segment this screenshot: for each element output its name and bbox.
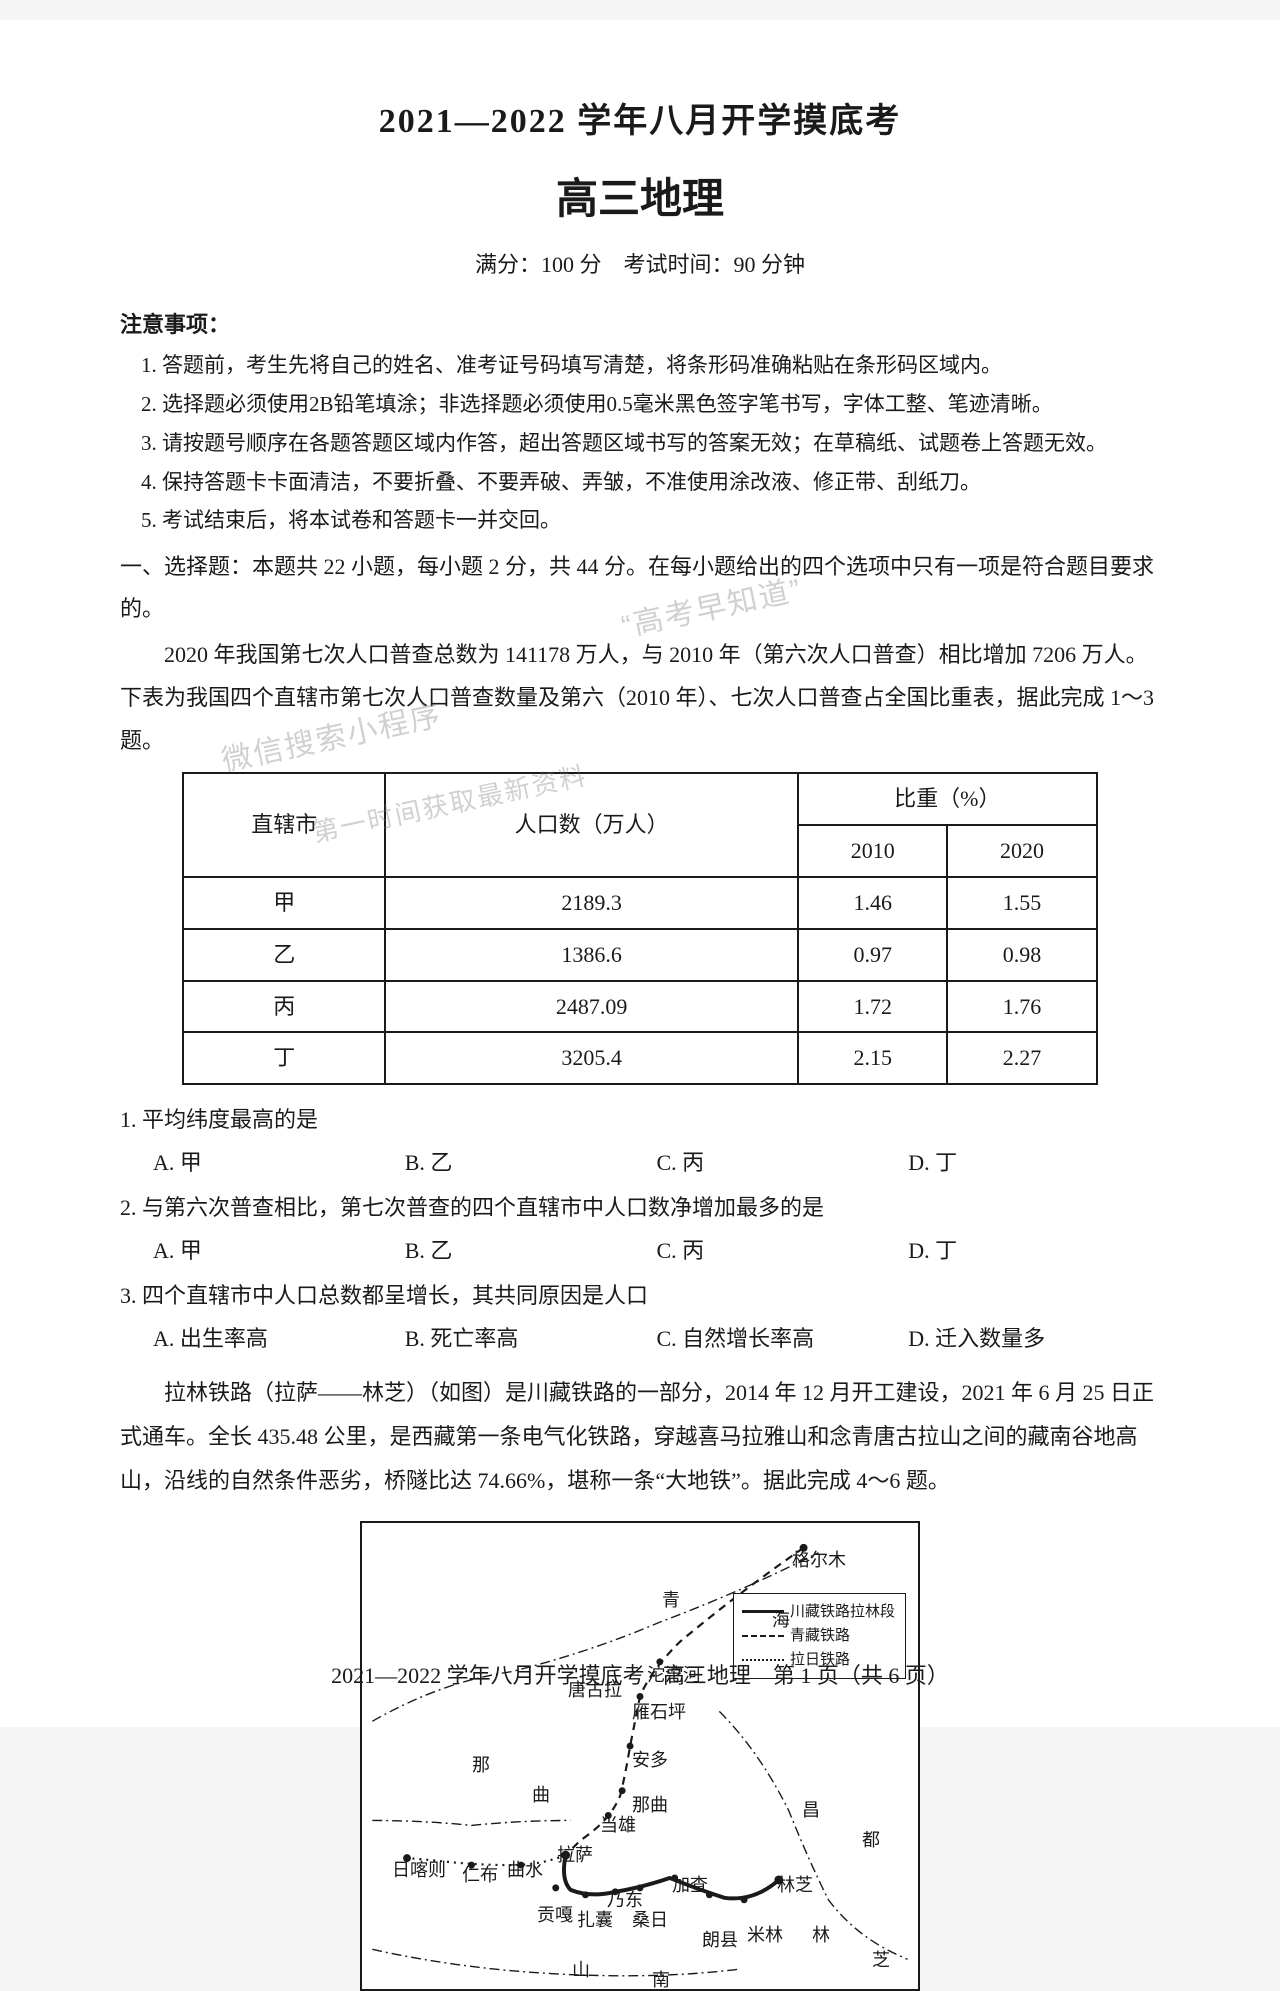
notice-list: 1. 答题前，考生先将自己的姓名、准考证号码填写清楚，将条形码准确粘贴在条形码区… [120, 346, 1160, 540]
q3-opt-d: D. 迁入数量多 [908, 1318, 1160, 1361]
q1-stem: 1. 平均纬度最高的是 [120, 1099, 1160, 1142]
cell-pop: 1386.6 [385, 929, 798, 981]
notice-item: 4. 保持答题卡卡面清洁，不要折叠、不要弄破、弄皱，不准使用涂改液、修正带、刮纸… [141, 463, 1160, 502]
map-place-label: 曲水 [507, 1853, 543, 1887]
cell-2010: 0.97 [798, 929, 947, 981]
legend-label: 青藏铁路 [790, 1624, 850, 1648]
map-place-label: 山 [572, 1953, 590, 1987]
legend-item: 川藏铁路拉林段 [742, 1600, 895, 1624]
q2-stem: 2. 与第六次普查相比，第七次普查的四个直辖市中人口数净增加最多的是 [120, 1187, 1160, 1230]
exam-page: 2021—2022 学年八月开学摸底考 高三地理 满分：100 分 考试时间：9… [0, 20, 1280, 1727]
map-place-label: 海 [772, 1603, 790, 1637]
cell-2010: 1.72 [798, 981, 947, 1033]
map-place-label: 贡嘎 [537, 1898, 573, 1932]
map-place-label: 雁石坪 [632, 1695, 686, 1729]
q2-opt-a: A. 甲 [153, 1230, 405, 1273]
cell-pop: 2189.3 [385, 877, 798, 929]
legend-label: 川藏铁路拉林段 [790, 1600, 895, 1624]
question-3: 3. 四个直辖市中人口总数都呈增长，其共同原因是人口 A. 出生率高 B. 死亡… [120, 1275, 1160, 1361]
notice-block: 注意事项： 1. 答题前，考生先将自己的姓名、准考证号码填写清楚，将条形码准确粘… [120, 304, 1160, 540]
passage-2: 拉林铁路（拉萨——林芝）（如图）是川藏铁路的一部分，2014 年 12 月开工建… [120, 1371, 1160, 1503]
cell-city: 丙 [183, 981, 385, 1033]
cell-pop: 2487.09 [385, 981, 798, 1033]
cell-pop: 3205.4 [385, 1032, 798, 1084]
map-place-label: 曲 [532, 1778, 550, 1812]
table-header-row: 直辖市 人口数（万人） 比重（%） [183, 773, 1096, 825]
q3-opt-a: A. 出生率高 [153, 1318, 405, 1361]
section-1-heading: 一、选择题：本题共 22 小题，每小题 2 分，共 44 分。在每小题给出的四个… [120, 546, 1160, 630]
table-row: 甲 2189.3 1.46 1.55 [183, 877, 1096, 929]
cell-2020: 1.76 [947, 981, 1096, 1033]
cell-2010: 2.15 [798, 1032, 947, 1084]
map-place-label: 昌 [802, 1793, 820, 1827]
q3-options: A. 出生率高 B. 死亡率高 C. 自然增长率高 D. 迁入数量多 [120, 1318, 1160, 1361]
col-2020: 2020 [947, 825, 1096, 877]
map-place-label: 林 [812, 1918, 830, 1952]
table-row: 乙 1386.6 0.97 0.98 [183, 929, 1096, 981]
map-place-label: 那曲 [632, 1788, 668, 1822]
page-footer: 2021—2022 学年八月开学摸底考 · 高三地理 第 1 页（共 6 页） [0, 1655, 1280, 1697]
cell-2010: 1.46 [798, 877, 947, 929]
subject-title: 高三地理 [120, 159, 1160, 239]
notice-item: 5. 考试结束后，将本试卷和答题卡一并交回。 [141, 501, 1160, 540]
map-place-label: 芝 [872, 1943, 890, 1977]
cell-2020: 0.98 [947, 929, 1096, 981]
cell-city: 甲 [183, 877, 385, 929]
exam-meta: 满分：100 分 考试时间：90 分钟 [120, 244, 1160, 286]
exam-title: 2021—2022 学年八月开学摸底考 [120, 90, 1160, 155]
notice-item: 3. 请按题号顺序在各题答题区域内作答，超出答题区域书写的答案无效；在草稿纸、试… [141, 424, 1160, 463]
data-table-wrap: 直辖市 人口数（万人） 比重（%） 2010 2020 甲 2189.3 1.4… [120, 772, 1160, 1085]
map-place-label: 青 [662, 1583, 680, 1617]
passage-1: 2020 年我国第七次人口普查总数为 141178 万人，与 2010 年（第六… [120, 634, 1160, 763]
col-2010: 2010 [798, 825, 947, 877]
cell-city: 乙 [183, 929, 385, 981]
q2-options: A. 甲 B. 乙 C. 丙 D. 丁 [120, 1230, 1160, 1273]
map-place-label: 米林 [747, 1918, 783, 1952]
col-city: 直辖市 [183, 773, 385, 877]
q1-opt-c: C. 丙 [657, 1142, 909, 1185]
cell-2020: 2.27 [947, 1032, 1096, 1084]
q1-opt-a: A. 甲 [153, 1142, 405, 1185]
table-row: 丙 2487.09 1.72 1.76 [183, 981, 1096, 1033]
map-place-label: 仁布 [462, 1858, 498, 1892]
map-place-label: 格尔木 [792, 1543, 846, 1577]
q1-opt-d: D. 丁 [908, 1142, 1160, 1185]
table-row: 丁 3205.4 2.15 2.27 [183, 1032, 1096, 1084]
map-place-label: 桑日 [632, 1903, 668, 1937]
railway-map: 川藏铁路拉林段 青藏铁路 拉日铁路 青海格尔木沱沱河唐古拉雁石坪安多那曲当雄那曲… [360, 1521, 920, 1991]
col-pop: 人口数（万人） [385, 773, 798, 877]
map-place-label: 那 [472, 1748, 490, 1782]
header-block: 2021—2022 学年八月开学摸底考 高三地理 满分：100 分 考试时间：9… [120, 90, 1160, 286]
q3-opt-c: C. 自然增长率高 [657, 1318, 909, 1361]
map-place-label: 加查 [672, 1868, 708, 1902]
cell-2020: 1.55 [947, 877, 1096, 929]
notice-heading: 注意事项： [120, 304, 1160, 346]
legend-item: 青藏铁路 [742, 1624, 895, 1648]
q1-options: A. 甲 B. 乙 C. 丙 D. 丁 [120, 1142, 1160, 1185]
population-table: 直辖市 人口数（万人） 比重（%） 2010 2020 甲 2189.3 1.4… [182, 772, 1097, 1085]
map-place-label: 安多 [632, 1743, 668, 1777]
map-place-label: 南 [652, 1963, 670, 1991]
map-place-label: 拉萨 [557, 1838, 593, 1872]
q2-opt-d: D. 丁 [908, 1230, 1160, 1273]
q2-opt-c: C. 丙 [657, 1230, 909, 1273]
cell-city: 丁 [183, 1032, 385, 1084]
map-place-label: 日喀则 [392, 1853, 446, 1887]
q3-stem: 3. 四个直辖市中人口总数都呈增长，其共同原因是人口 [120, 1275, 1160, 1318]
q3-opt-b: B. 死亡率高 [405, 1318, 657, 1361]
question-1: 1. 平均纬度最高的是 A. 甲 B. 乙 C. 丙 D. 丁 [120, 1099, 1160, 1185]
map-place-label: 林芝 [777, 1868, 813, 1902]
question-2: 2. 与第六次普查相比，第七次普查的四个直辖市中人口数净增加最多的是 A. 甲 … [120, 1187, 1160, 1273]
map-place-label: 朗县 [702, 1923, 738, 1957]
q1-opt-b: B. 乙 [405, 1142, 657, 1185]
map-place-label: 都 [862, 1823, 880, 1857]
notice-item: 1. 答题前，考生先将自己的姓名、准考证号码填写清楚，将条形码准确粘贴在条形码区… [141, 346, 1160, 385]
map-place-label: 当雄 [600, 1808, 636, 1842]
notice-item: 2. 选择题必须使用2B铅笔填涂；非选择题必须使用0.5毫米黑色签字笔书写，字体… [141, 385, 1160, 424]
col-ratio: 比重（%） [798, 773, 1097, 825]
q2-opt-b: B. 乙 [405, 1230, 657, 1273]
map-wrap: 川藏铁路拉林段 青藏铁路 拉日铁路 青海格尔木沱沱河唐古拉雁石坪安多那曲当雄那曲… [120, 1521, 1160, 1991]
